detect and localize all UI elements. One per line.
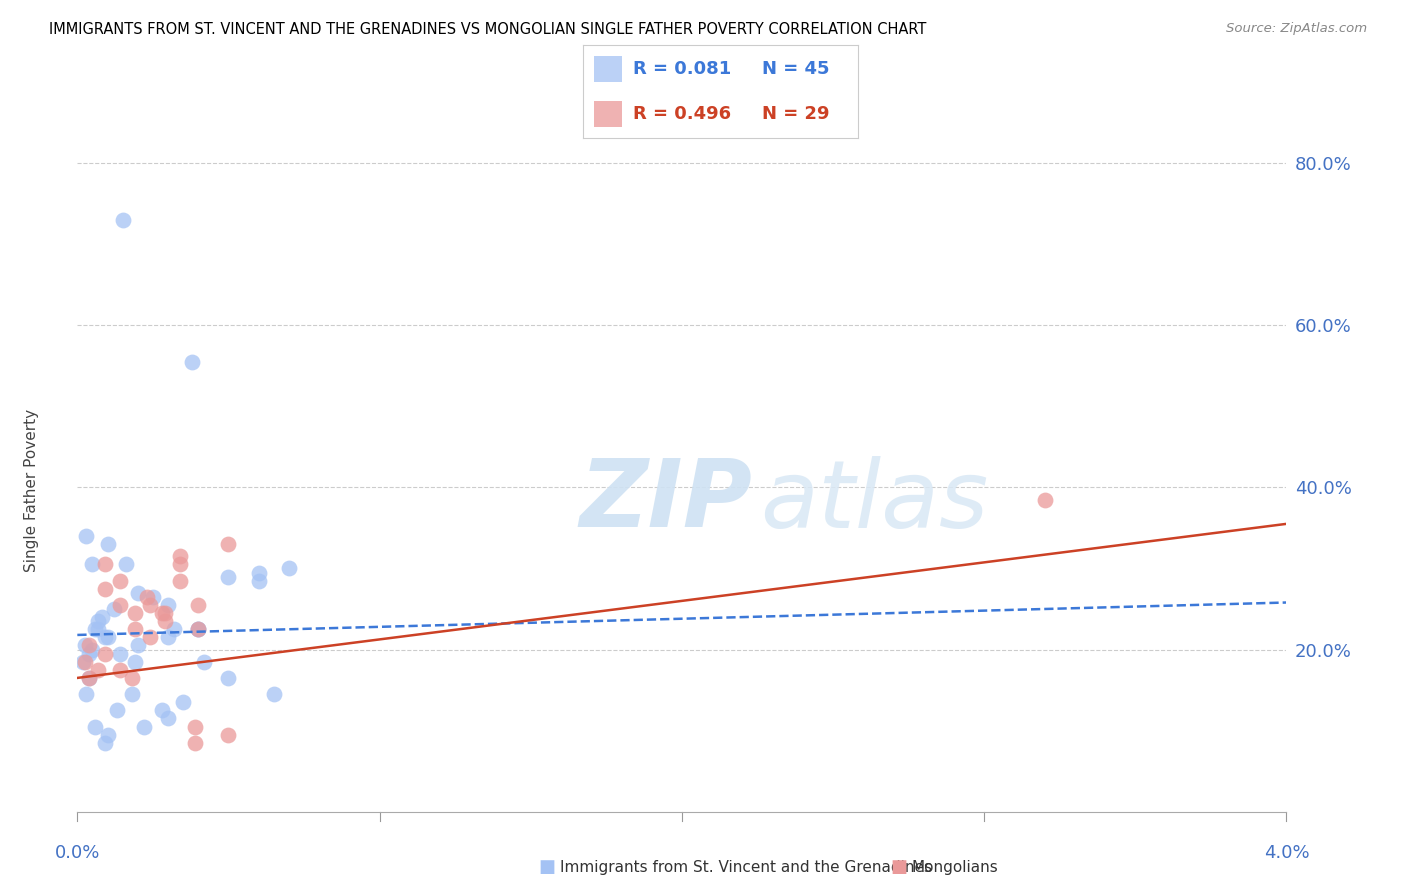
Text: IMMIGRANTS FROM ST. VINCENT AND THE GRENADINES VS MONGOLIAN SINGLE FATHER POVERT: IMMIGRANTS FROM ST. VINCENT AND THE GREN… bbox=[49, 22, 927, 37]
Point bbox=[108, 663, 131, 677]
Text: N = 29: N = 29 bbox=[762, 105, 830, 123]
Point bbox=[150, 703, 173, 717]
Point bbox=[153, 614, 176, 628]
Text: Immigrants from St. Vincent and the Grenadines: Immigrants from St. Vincent and the Gren… bbox=[560, 860, 932, 874]
Text: 4.0%: 4.0% bbox=[1264, 844, 1309, 863]
Point bbox=[111, 212, 134, 227]
Point bbox=[142, 590, 165, 604]
Text: ■: ■ bbox=[538, 858, 555, 876]
Point bbox=[124, 622, 146, 636]
Point bbox=[103, 602, 125, 616]
Point bbox=[90, 610, 112, 624]
Point bbox=[79, 671, 101, 685]
Point bbox=[79, 639, 101, 653]
Point bbox=[73, 639, 96, 653]
Point bbox=[157, 631, 180, 645]
Point bbox=[218, 728, 240, 742]
Point bbox=[153, 606, 176, 620]
Point bbox=[72, 655, 94, 669]
Point bbox=[132, 720, 155, 734]
Point bbox=[84, 720, 107, 734]
Point bbox=[184, 720, 207, 734]
Point bbox=[181, 354, 204, 368]
Point bbox=[157, 598, 180, 612]
Point bbox=[187, 622, 209, 636]
Point bbox=[187, 598, 209, 612]
Point bbox=[108, 598, 131, 612]
Point bbox=[93, 736, 115, 750]
Point bbox=[79, 647, 101, 661]
Text: ZIP: ZIP bbox=[579, 455, 752, 548]
Point bbox=[79, 671, 101, 685]
Point bbox=[139, 598, 162, 612]
Text: 0.0%: 0.0% bbox=[55, 844, 100, 863]
Point bbox=[124, 655, 146, 669]
Point bbox=[96, 728, 118, 742]
Point bbox=[169, 574, 191, 588]
Point bbox=[278, 561, 301, 575]
Point bbox=[172, 695, 194, 709]
Point bbox=[87, 663, 110, 677]
Point bbox=[84, 622, 107, 636]
Point bbox=[187, 622, 209, 636]
Point bbox=[263, 687, 285, 701]
Point bbox=[127, 586, 149, 600]
Point bbox=[150, 606, 173, 620]
Text: R = 0.496: R = 0.496 bbox=[633, 105, 731, 123]
Point bbox=[82, 642, 104, 657]
Text: Mongolians: Mongolians bbox=[911, 860, 998, 874]
Point bbox=[247, 574, 270, 588]
Point bbox=[187, 622, 209, 636]
Point bbox=[184, 736, 207, 750]
Point bbox=[114, 558, 136, 572]
Text: Single Father Poverty: Single Father Poverty bbox=[24, 409, 39, 572]
FancyBboxPatch shape bbox=[595, 101, 621, 127]
Point bbox=[139, 631, 162, 645]
Point bbox=[108, 574, 131, 588]
Point bbox=[135, 590, 157, 604]
Point bbox=[96, 631, 118, 645]
Point bbox=[157, 711, 180, 725]
Point bbox=[93, 558, 115, 572]
Text: Source: ZipAtlas.com: Source: ZipAtlas.com bbox=[1226, 22, 1367, 36]
Point bbox=[82, 558, 104, 572]
Point bbox=[169, 549, 191, 564]
Point bbox=[87, 614, 110, 628]
Point bbox=[121, 687, 143, 701]
Point bbox=[105, 703, 128, 717]
Point bbox=[163, 622, 186, 636]
Point bbox=[93, 582, 115, 596]
Point bbox=[218, 569, 240, 583]
Point bbox=[124, 606, 146, 620]
Point bbox=[96, 537, 118, 551]
Point bbox=[93, 647, 115, 661]
Point bbox=[169, 558, 191, 572]
Point bbox=[193, 655, 215, 669]
Point bbox=[93, 631, 115, 645]
Point bbox=[121, 671, 143, 685]
Point bbox=[1033, 492, 1056, 507]
Text: N = 45: N = 45 bbox=[762, 60, 830, 78]
Text: atlas: atlas bbox=[761, 456, 988, 547]
Point bbox=[218, 537, 240, 551]
Text: ■: ■ bbox=[890, 858, 907, 876]
Point bbox=[108, 647, 131, 661]
Point bbox=[127, 639, 149, 653]
Text: R = 0.081: R = 0.081 bbox=[633, 60, 731, 78]
Point bbox=[75, 529, 97, 543]
Point bbox=[75, 687, 97, 701]
Point bbox=[73, 655, 96, 669]
Point bbox=[247, 566, 270, 580]
Point bbox=[218, 671, 240, 685]
FancyBboxPatch shape bbox=[595, 56, 621, 82]
Point bbox=[87, 622, 110, 636]
